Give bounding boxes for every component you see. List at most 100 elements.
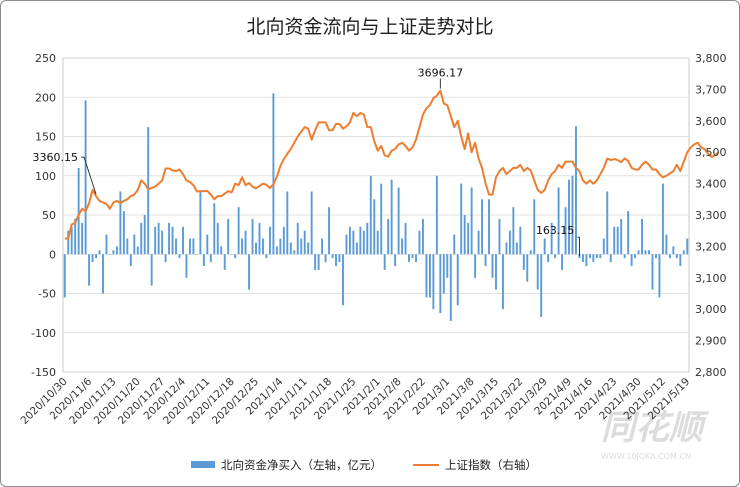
bar: [119, 191, 122, 255]
bar-series: [63, 93, 689, 321]
left-tick-label: 200: [35, 91, 56, 104]
bar: [648, 250, 650, 255]
watermark: 同花顺 WWW.10JQKA.COM.CN: [601, 408, 709, 461]
right-tick-label: 3,400: [695, 178, 727, 191]
leader-line: [577, 236, 580, 257]
bar: [533, 199, 536, 255]
bar: [230, 254, 233, 255]
bar: [373, 199, 376, 255]
series-line: [64, 89, 720, 240]
bar: [195, 254, 198, 255]
legend-bar-label: 北向资金净买入（左轴，亿元）: [221, 458, 382, 472]
right-tick-label: 3,500: [695, 146, 727, 159]
bar: [449, 254, 452, 321]
bar: [550, 222, 553, 255]
bar: [272, 93, 275, 255]
right-axis: 2,800 2,900 3,000 3,100 3,200 3,300 3,400 3,500…: [695, 52, 727, 379]
bar: [658, 254, 661, 298]
left-tick-label: 250: [35, 52, 56, 65]
bar: [606, 191, 609, 255]
bar: [620, 218, 623, 255]
bar: [108, 254, 111, 255]
bar: [136, 246, 139, 255]
bar: [387, 218, 390, 255]
bar: [182, 226, 184, 255]
bar: [644, 250, 647, 255]
bar: [129, 254, 132, 267]
bar: [522, 254, 525, 270]
bar: [147, 127, 150, 255]
left-tick-label: 50: [42, 209, 56, 222]
bar: [418, 230, 421, 255]
bar: [188, 238, 191, 255]
bar: [348, 226, 351, 255]
bar: [519, 226, 522, 255]
bar: [338, 254, 341, 263]
right-tick-label: 3,200: [695, 240, 727, 253]
bar: [122, 211, 125, 255]
right-tick-label: 3,300: [695, 209, 727, 222]
bar: [529, 250, 532, 255]
bar: [126, 238, 129, 255]
leader-line: [81, 156, 97, 195]
bar: [213, 203, 216, 255]
bar: [432, 254, 435, 310]
bar: [275, 246, 278, 255]
bar: [248, 254, 251, 290]
bar: [366, 222, 369, 255]
bar: [453, 234, 456, 255]
watermark-logo: 同花顺: [601, 408, 709, 448]
bar: [369, 175, 372, 255]
bar: [637, 250, 640, 255]
bar: [668, 254, 671, 259]
bar: [408, 254, 410, 263]
legend: 北向资金净买入（左轴，亿元） 上证指数（右轴）: [191, 458, 537, 472]
bar: [394, 254, 397, 267]
bar: [359, 226, 362, 255]
bar: [237, 207, 240, 255]
bar: [439, 254, 442, 314]
bar: [526, 254, 529, 282]
bar: [168, 222, 171, 255]
bar: [575, 126, 577, 255]
bar: [331, 254, 334, 259]
right-tick-label: 3,800: [695, 52, 727, 65]
bar: [456, 254, 459, 306]
bar: [303, 230, 306, 255]
bar: [251, 218, 254, 255]
bar: [672, 246, 675, 255]
bar: [265, 254, 268, 259]
bar: [588, 254, 591, 259]
bar: [202, 254, 205, 267]
bar: [404, 222, 407, 255]
bar: [484, 254, 487, 267]
data-label: 3696.17: [418, 67, 464, 80]
bar: [581, 254, 584, 263]
bar: [175, 238, 177, 255]
bar: [293, 250, 296, 255]
bar: [362, 230, 365, 255]
bar: [474, 254, 477, 278]
bar: [154, 226, 157, 255]
bar: [268, 226, 271, 255]
right-tick-label: 3,700: [695, 83, 727, 96]
data-label: 3360.15: [33, 151, 79, 164]
x-axis: 2020/10/302020/11/62020/11/132020/11/202…: [19, 375, 693, 427]
bar: [557, 187, 560, 255]
bar: [397, 187, 400, 255]
bar: [91, 254, 94, 263]
bar: [435, 175, 438, 255]
bar: [655, 254, 657, 259]
bar: [609, 254, 612, 263]
bar: [352, 230, 355, 255]
bar: [220, 246, 223, 255]
bar: [310, 191, 313, 255]
bar: [241, 238, 244, 255]
bar: [641, 218, 644, 255]
bar: [491, 254, 494, 278]
bar: [463, 215, 466, 255]
bar: [74, 218, 77, 255]
bar: [508, 230, 511, 255]
left-tick-label: 0: [49, 248, 56, 261]
